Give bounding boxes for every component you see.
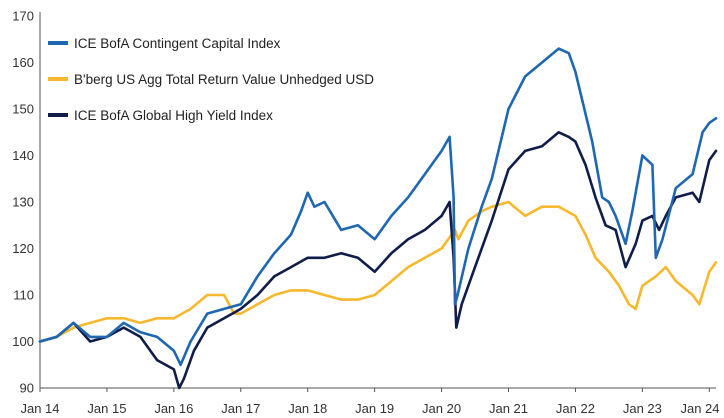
legend-label: ICE BofA Global High Yield Index — [74, 108, 273, 123]
x-tick-label: Jan 21 — [489, 401, 528, 416]
legend-label: B'berg US Agg Total Return Value Unhedge… — [74, 72, 374, 87]
series-line-0 — [38, 47, 718, 367]
x-tick-label: Jan 17 — [221, 401, 260, 416]
x-tick-label: Jan 23 — [623, 401, 662, 416]
chart-axes — [39, 12, 716, 389]
series-line-1 — [38, 200, 718, 343]
x-tick-label: Jan 24 — [680, 401, 719, 416]
y-tick-label: 100 — [12, 334, 34, 349]
y-tick-label: 110 — [13, 288, 34, 303]
x-tick-label: Jan 15 — [87, 401, 126, 416]
y-tick-label: 90 — [20, 381, 34, 396]
y-tick-label: 150 — [12, 102, 34, 117]
x-tick-label: Jan 16 — [154, 401, 193, 416]
x-axis-ticks: Jan 14 Jan 15 Jan 16 Jan 17 Jan 18 Jan 19 Jan … — [20, 388, 720, 416]
legend-label: ICE BofA Contingent Capital Index — [74, 36, 281, 51]
x-tick-label: Jan 20 — [422, 401, 461, 416]
x-tick-label: Jan 22 — [556, 401, 595, 416]
series-lines — [38, 47, 718, 390]
y-tick-label: 160 — [12, 55, 34, 70]
y-tick-label: 130 — [12, 195, 34, 210]
y-axis-ticks: 90 100 110 120 130 140 150 160 170 — [12, 9, 34, 396]
x-tick-label: Jan 14 — [20, 401, 59, 416]
y-tick-label: 120 — [12, 241, 34, 256]
y-tick-label: 170 — [12, 9, 34, 24]
legend: ICE BofA Contingent Capital Index B'berg … — [48, 36, 374, 123]
y-tick-label: 140 — [12, 148, 34, 163]
series-line-2 — [38, 131, 718, 390]
x-tick-label: Jan 18 — [288, 401, 327, 416]
x-tick-label: Jan 19 — [355, 401, 394, 416]
